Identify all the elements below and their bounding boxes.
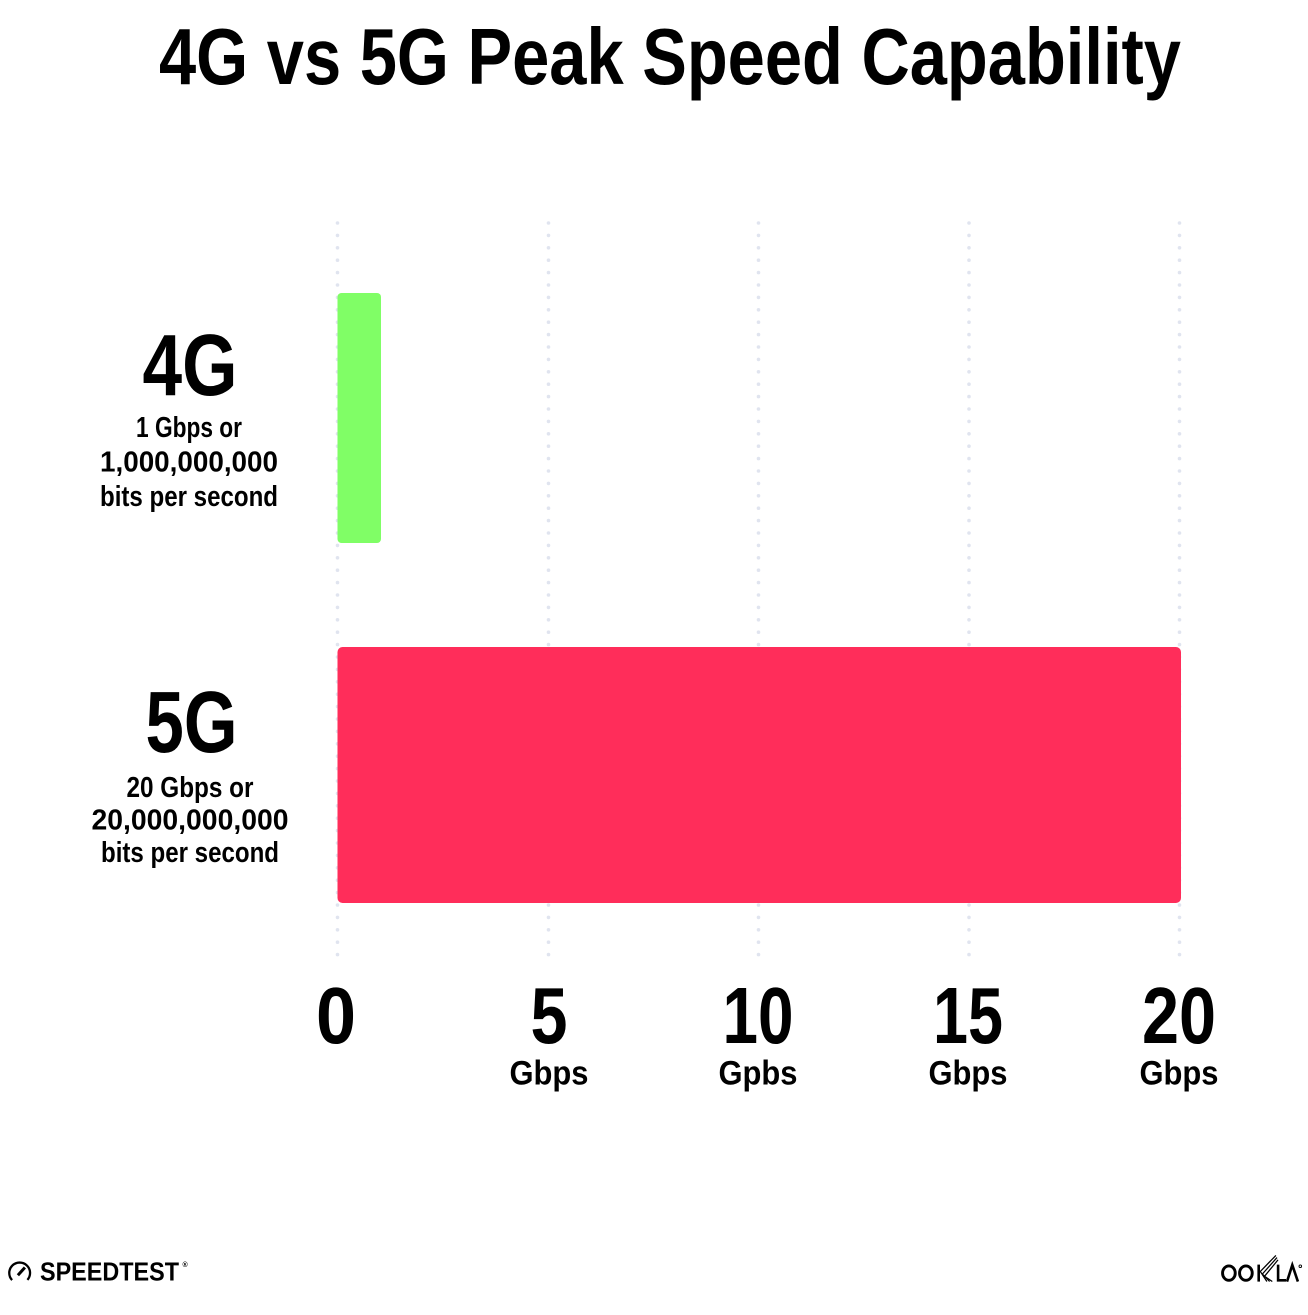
svg-text:15: 15 — [933, 971, 1003, 1060]
svg-text:20: 20 — [1142, 971, 1216, 1060]
svg-text:0: 0 — [316, 971, 356, 1060]
svg-text:4G: 4G — [143, 317, 238, 414]
svg-text:Gpbs: Gpbs — [719, 1055, 798, 1093]
svg-text:bits per second: bits per second — [101, 837, 279, 869]
svg-text:®: ® — [183, 1261, 189, 1269]
svg-text:20 Gbps or: 20 Gbps or — [127, 772, 254, 804]
svg-text:SPEEDTEST: SPEEDTEST — [40, 1259, 179, 1287]
svg-text:Gbps: Gbps — [929, 1055, 1008, 1093]
svg-text:5: 5 — [531, 971, 568, 1060]
svg-text:4G vs 5G Peak Speed Capability: 4G vs 5G Peak Speed Capability — [159, 12, 1181, 101]
svg-text:5G: 5G — [146, 674, 238, 771]
svg-text:Gbps: Gbps — [510, 1055, 589, 1093]
svg-text:10: 10 — [723, 971, 794, 1060]
svg-text:1,000,000,000: 1,000,000,000 — [100, 447, 278, 479]
svg-text:Gbps: Gbps — [1140, 1055, 1219, 1093]
svg-text:20,000,000,000: 20,000,000,000 — [92, 805, 289, 837]
svg-text:bits per second: bits per second — [100, 481, 278, 513]
svg-text:1 Gbps or: 1 Gbps or — [136, 412, 242, 444]
